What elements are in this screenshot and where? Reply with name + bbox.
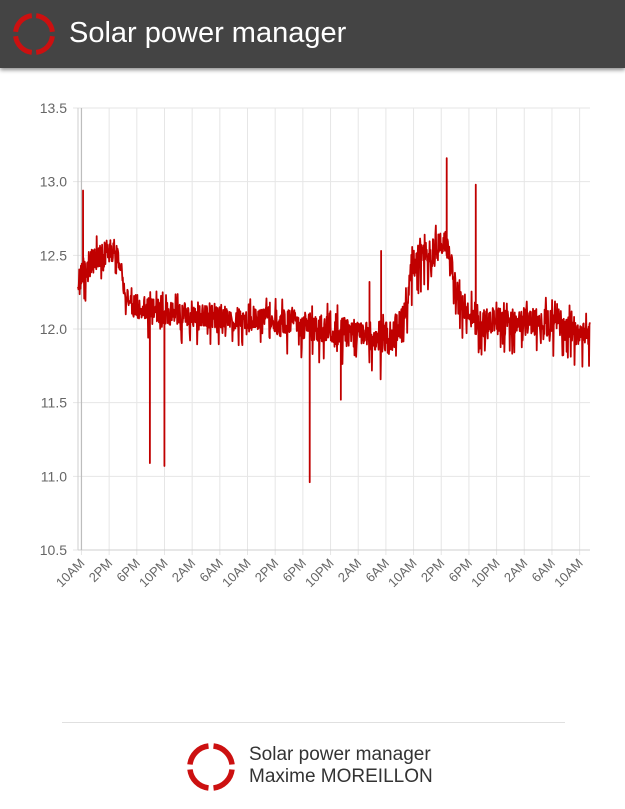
x-tick-label: 10AM: [219, 556, 254, 591]
y-tick-label: 10.5: [40, 542, 67, 558]
x-tick-label: 2PM: [418, 556, 448, 586]
voltage-line-chart: 10.511.011.512.012.513.013.510AM2PM6PM10…: [40, 100, 591, 590]
x-tick-label: 10AM: [53, 556, 88, 591]
x-tick-label: 10PM: [302, 556, 337, 591]
voltage-series-line: [77, 157, 591, 484]
x-tick-label: 10PM: [136, 556, 171, 591]
ring-logo-icon[interactable]: [12, 12, 56, 56]
x-tick-label: 2PM: [86, 556, 116, 586]
y-tick-label: 12.0: [40, 321, 67, 337]
x-tick-label: 10PM: [468, 556, 503, 591]
app-title: Solar power manager: [69, 17, 347, 49]
y-tick-label: 12.5: [40, 247, 67, 263]
y-tick-label: 13.0: [40, 174, 67, 190]
y-tick-label: 11.0: [41, 468, 67, 484]
footer-app-name: Solar power manager: [249, 744, 431, 765]
y-tick-label: 11.5: [41, 395, 67, 411]
x-tick-label: 2AM: [501, 556, 531, 586]
chart-series: [77, 157, 591, 484]
ring-logo-icon: [187, 743, 235, 791]
x-tick-label: 10AM: [385, 556, 420, 591]
x-tick-label: 2AM: [169, 556, 199, 586]
x-tick-label: 10AM: [551, 556, 586, 591]
app-header: Solar power manager: [0, 0, 625, 68]
footer-author: Maxime MOREILLON: [249, 766, 433, 787]
footer-divider: [62, 722, 565, 723]
x-tick-label: 2AM: [335, 556, 365, 586]
footer-credits: Solar power manager Maxime MOREILLON: [249, 744, 433, 788]
y-tick-label: 13.5: [40, 100, 67, 116]
chart-axes: 10.511.011.512.012.513.013.510AM2PM6PM10…: [40, 100, 590, 590]
x-tick-label: 2PM: [252, 556, 282, 586]
